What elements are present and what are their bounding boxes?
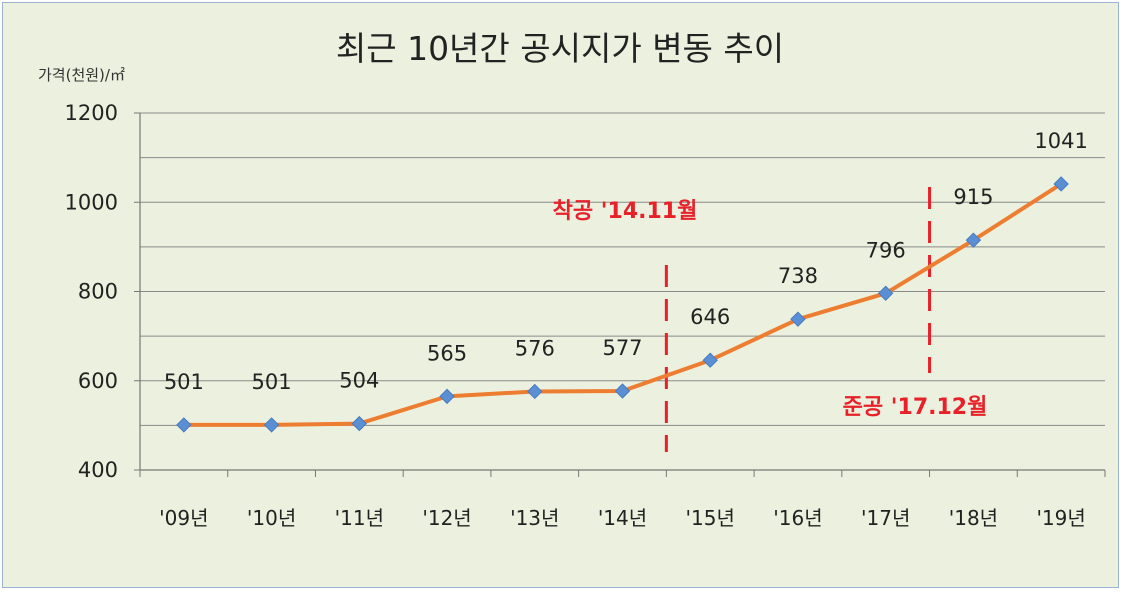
data-label: 738 bbox=[778, 264, 818, 288]
data-point bbox=[965, 232, 982, 248]
x-tick-label: '17년 bbox=[861, 506, 910, 530]
y-tick-label: 600 bbox=[78, 369, 118, 393]
data-point bbox=[439, 388, 455, 405]
data-label: 501 bbox=[164, 370, 204, 394]
data-label: 504 bbox=[339, 369, 379, 393]
x-tick-label: '16년 bbox=[773, 506, 822, 530]
data-point bbox=[790, 311, 806, 327]
data-label: 915 bbox=[953, 185, 993, 209]
chart-title: 최근 10년간 공시지가 변동 추이 bbox=[336, 29, 784, 68]
y-tick-label: 1000 bbox=[65, 190, 118, 214]
data-label: 501 bbox=[252, 370, 292, 394]
y-axis-label: 가격(천원)/㎡ bbox=[38, 66, 125, 84]
data-label: 576 bbox=[515, 336, 555, 360]
data-point bbox=[1053, 176, 1069, 192]
x-tick-label: '13년 bbox=[510, 506, 559, 530]
y-tick-label: 1200 bbox=[65, 101, 118, 125]
x-tick-label: '15년 bbox=[686, 506, 735, 530]
x-tick-label: '14년 bbox=[598, 506, 647, 530]
data-point bbox=[263, 417, 280, 433]
data-point bbox=[527, 383, 543, 400]
y-tick-label: 800 bbox=[78, 280, 118, 304]
data-label: 1041 bbox=[1034, 129, 1087, 153]
data-label: 796 bbox=[866, 238, 906, 262]
data-point bbox=[351, 415, 368, 432]
data-point bbox=[176, 417, 192, 433]
data-point bbox=[877, 285, 894, 301]
data-point bbox=[614, 383, 631, 399]
milestone-label: 착공 '14.11월 bbox=[553, 199, 698, 224]
data-label: 577 bbox=[602, 336, 642, 360]
x-tick-label: '09년 bbox=[159, 506, 208, 530]
milestone-label: 준공 '17.12월 bbox=[843, 395, 988, 420]
x-tick-label: '10년 bbox=[247, 506, 296, 530]
y-tick-label: 400 bbox=[78, 458, 118, 482]
x-tick-label: '11년 bbox=[335, 506, 384, 530]
data-point bbox=[702, 352, 718, 368]
data-label: 646 bbox=[690, 305, 730, 329]
x-tick-label: '18년 bbox=[949, 506, 998, 530]
data-label: 565 bbox=[427, 341, 467, 365]
x-tick-label: '19년 bbox=[1036, 506, 1085, 530]
x-tick-label: '12년 bbox=[422, 506, 471, 530]
